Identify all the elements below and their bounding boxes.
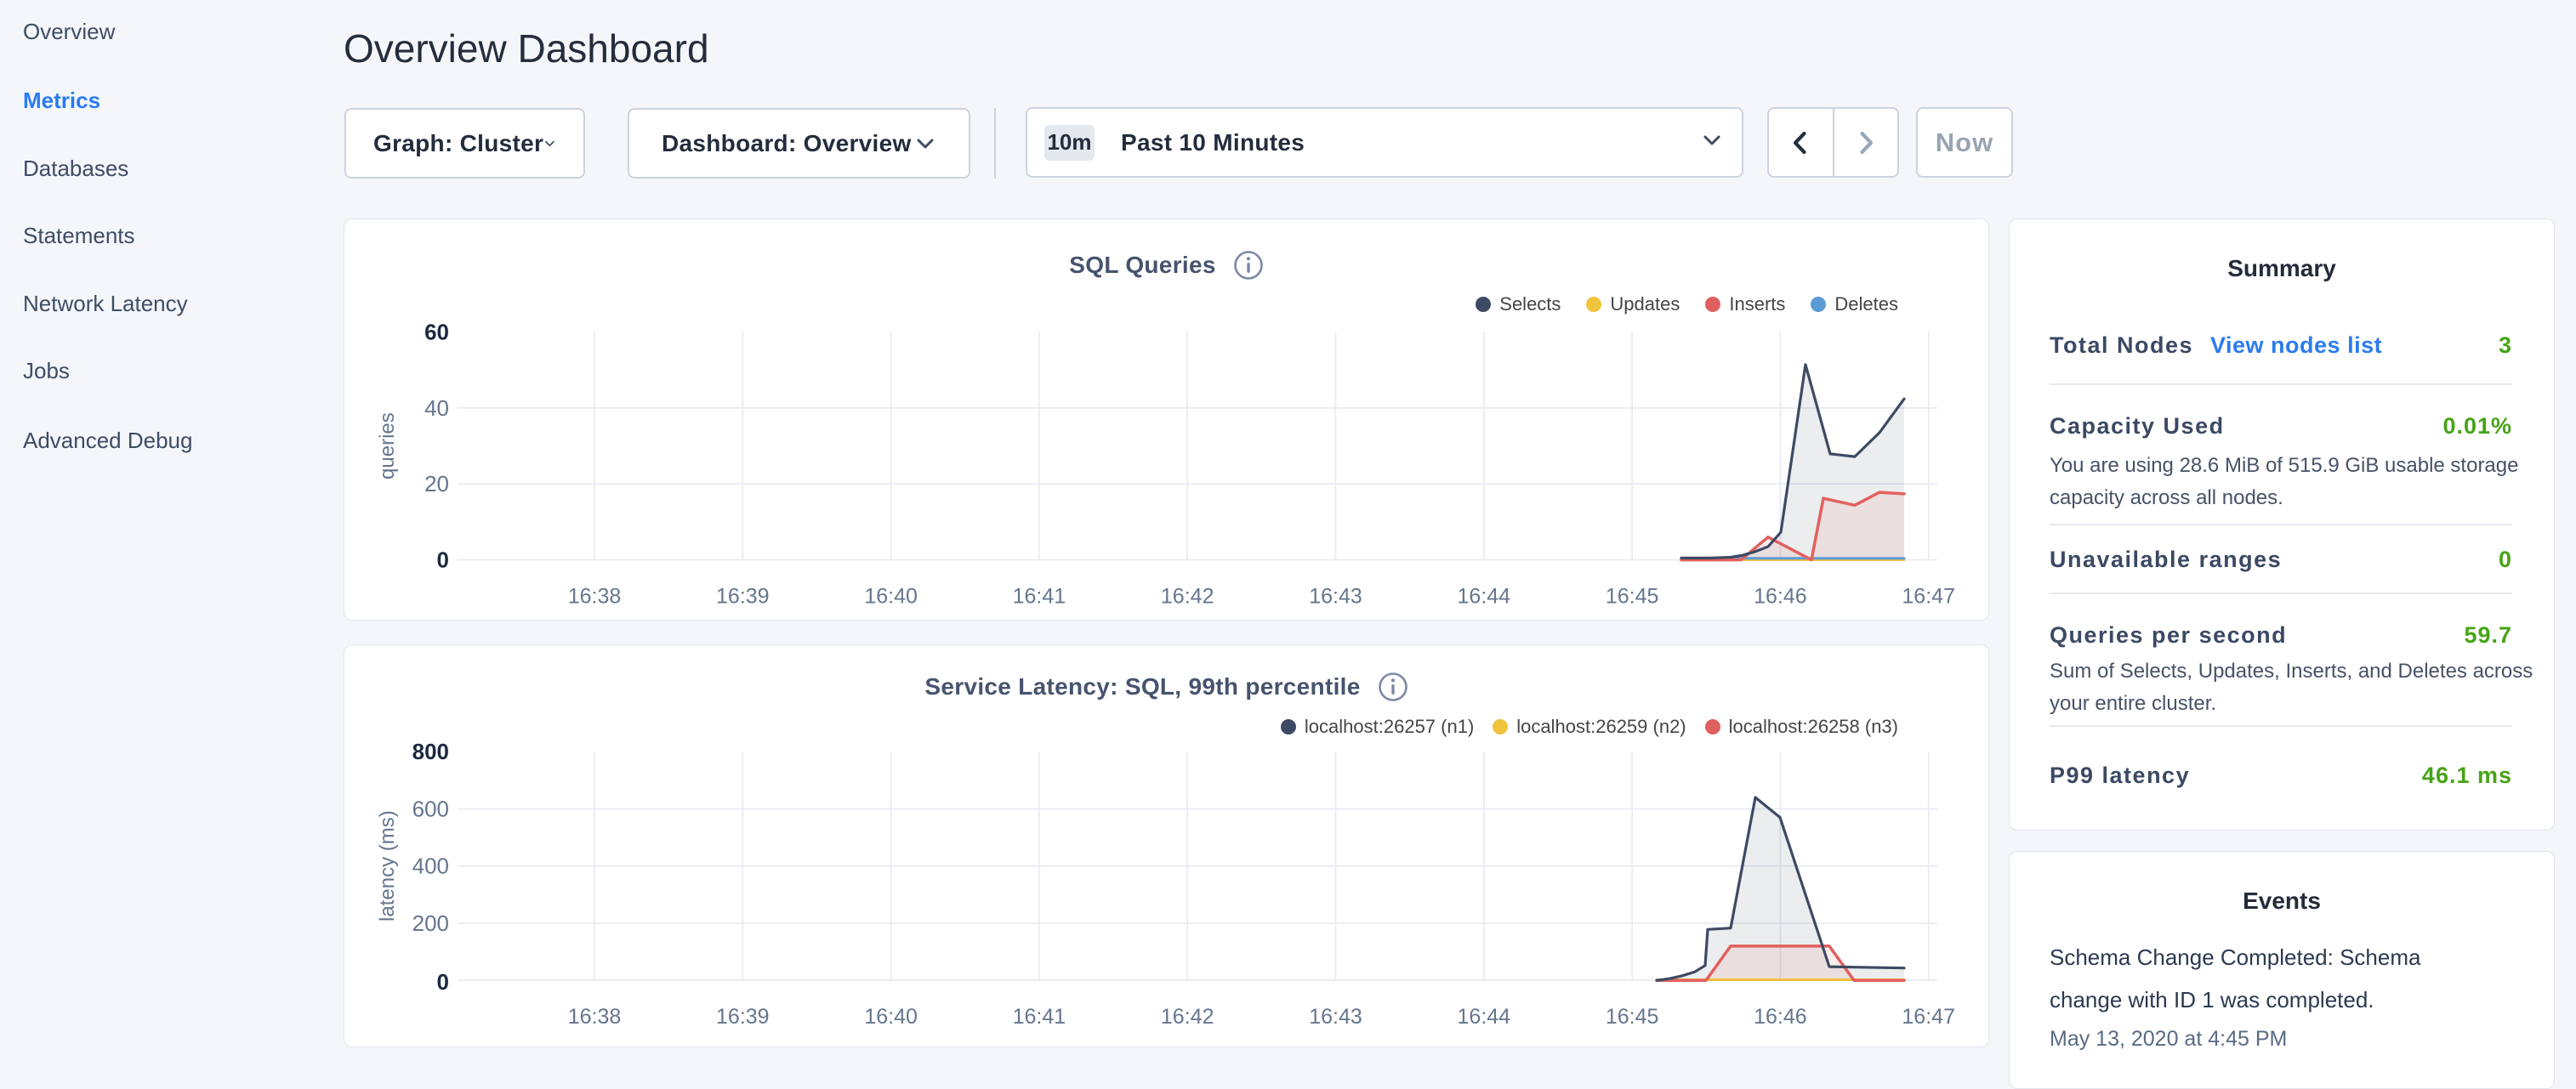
- svg-text:16:41: 16:41: [1013, 585, 1066, 609]
- svg-text:400: 400: [412, 854, 449, 879]
- svg-text:latency (ms): latency (ms): [376, 810, 399, 922]
- svg-text:16:44: 16:44: [1458, 585, 1511, 609]
- svg-text:16:43: 16:43: [1309, 585, 1362, 609]
- svg-text:16:45: 16:45: [1606, 1005, 1659, 1029]
- svg-text:16:40: 16:40: [864, 1005, 918, 1029]
- svg-text:16:46: 16:46: [1754, 585, 1807, 609]
- svg-text:16:47: 16:47: [1902, 585, 1955, 609]
- svg-text:16:42: 16:42: [1161, 585, 1214, 609]
- svg-text:16:39: 16:39: [716, 1005, 770, 1029]
- svg-text:16:43: 16:43: [1309, 1005, 1362, 1029]
- svg-text:16:44: 16:44: [1458, 1005, 1511, 1029]
- svg-text:16:38: 16:38: [568, 1005, 622, 1029]
- svg-text:16:38: 16:38: [568, 585, 622, 609]
- svg-text:800: 800: [412, 739, 449, 764]
- svg-text:16:45: 16:45: [1606, 585, 1659, 609]
- svg-text:16:39: 16:39: [716, 585, 770, 609]
- svg-text:0: 0: [437, 969, 449, 995]
- svg-text:600: 600: [412, 797, 449, 822]
- svg-text:40: 40: [424, 395, 449, 421]
- svg-text:16:41: 16:41: [1013, 1005, 1066, 1029]
- svg-text:16:42: 16:42: [1161, 1005, 1214, 1029]
- svg-text:16:46: 16:46: [1754, 1005, 1807, 1029]
- svg-text:200: 200: [412, 910, 449, 936]
- svg-text:20: 20: [424, 471, 449, 496]
- svg-text:0: 0: [437, 547, 449, 573]
- svg-text:16:47: 16:47: [1902, 1005, 1955, 1029]
- svg-text:60: 60: [424, 320, 449, 345]
- svg-text:queries: queries: [376, 412, 399, 479]
- svg-text:16:40: 16:40: [864, 585, 918, 609]
